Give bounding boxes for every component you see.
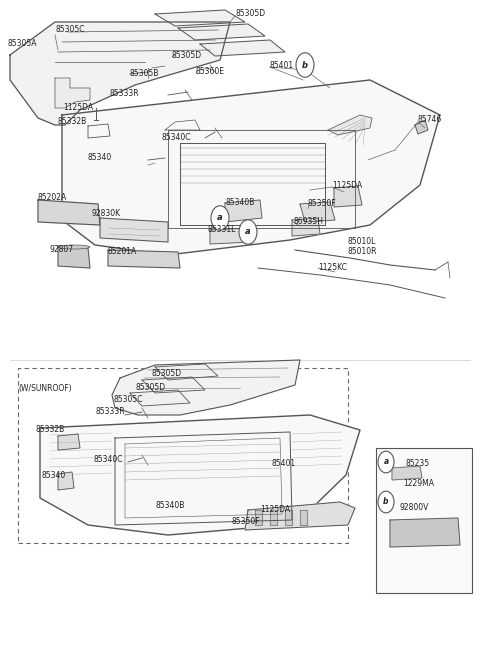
Text: 85010R: 85010R — [348, 247, 377, 256]
Polygon shape — [178, 24, 265, 40]
Text: 92830K: 92830K — [92, 208, 121, 217]
Text: 1125DA: 1125DA — [332, 180, 362, 189]
Text: 85332B: 85332B — [36, 426, 65, 434]
Polygon shape — [210, 228, 252, 244]
Polygon shape — [155, 364, 218, 380]
Text: 85332B: 85332B — [57, 117, 86, 126]
Text: 85340B: 85340B — [156, 501, 185, 510]
Text: 1229MA: 1229MA — [403, 478, 434, 488]
Polygon shape — [130, 390, 190, 406]
Text: 85401: 85401 — [270, 61, 294, 70]
Text: 85331L: 85331L — [208, 225, 236, 234]
Circle shape — [378, 451, 394, 473]
Polygon shape — [415, 120, 428, 134]
Text: 85305C: 85305C — [55, 25, 84, 35]
Polygon shape — [62, 80, 440, 255]
Text: 85360E: 85360E — [196, 66, 225, 76]
Text: 85350F: 85350F — [308, 199, 336, 208]
Circle shape — [239, 220, 257, 244]
Polygon shape — [255, 510, 262, 525]
Polygon shape — [200, 40, 285, 56]
Text: 92800V: 92800V — [399, 503, 428, 512]
Polygon shape — [40, 415, 360, 535]
Text: 92807: 92807 — [50, 245, 74, 253]
Text: 85340: 85340 — [42, 471, 66, 480]
Text: 85201A: 85201A — [108, 247, 137, 256]
Text: 85333R: 85333R — [96, 408, 126, 417]
Polygon shape — [392, 466, 422, 480]
Text: 85350F: 85350F — [232, 518, 261, 527]
Circle shape — [296, 53, 314, 77]
Polygon shape — [300, 202, 335, 222]
Text: 85305D: 85305D — [235, 10, 265, 18]
Text: 85746: 85746 — [418, 115, 442, 124]
Text: (W/SUNROOF): (W/SUNROOF) — [18, 383, 72, 393]
Text: 85340C: 85340C — [93, 456, 122, 465]
Text: a: a — [384, 458, 389, 467]
Circle shape — [211, 206, 229, 230]
Text: 1125KC: 1125KC — [318, 264, 347, 273]
Text: a: a — [245, 227, 251, 236]
Polygon shape — [334, 186, 362, 207]
Polygon shape — [245, 502, 355, 530]
Polygon shape — [328, 115, 372, 135]
Polygon shape — [58, 434, 80, 450]
Text: 85305A: 85305A — [8, 40, 37, 49]
Polygon shape — [225, 200, 262, 222]
Polygon shape — [100, 218, 168, 242]
Polygon shape — [285, 510, 292, 525]
Polygon shape — [142, 377, 205, 393]
Ellipse shape — [58, 245, 90, 249]
Polygon shape — [390, 518, 460, 547]
Text: a: a — [217, 214, 223, 223]
Text: 85202A: 85202A — [38, 193, 67, 202]
Text: b: b — [302, 61, 308, 70]
Polygon shape — [58, 246, 90, 268]
Polygon shape — [270, 510, 277, 525]
Polygon shape — [38, 200, 100, 225]
FancyBboxPatch shape — [376, 448, 472, 593]
Text: 85340B: 85340B — [226, 199, 255, 208]
Text: 86935H: 86935H — [293, 217, 323, 225]
Polygon shape — [112, 360, 300, 415]
Text: b: b — [383, 497, 389, 506]
Polygon shape — [88, 124, 110, 138]
Text: 85340: 85340 — [87, 154, 111, 163]
Text: 85235: 85235 — [405, 458, 429, 467]
Text: 1125DA: 1125DA — [63, 104, 93, 113]
Polygon shape — [300, 510, 307, 525]
Text: 85010L: 85010L — [348, 236, 376, 245]
Text: 85305D: 85305D — [172, 51, 202, 59]
Polygon shape — [58, 472, 74, 490]
Text: 85340C: 85340C — [162, 133, 192, 141]
Text: 1125DA: 1125DA — [260, 505, 290, 514]
Polygon shape — [292, 218, 320, 236]
Text: 85305D: 85305D — [152, 370, 182, 378]
Text: 85305B: 85305B — [130, 70, 159, 79]
Polygon shape — [10, 22, 230, 125]
Polygon shape — [55, 78, 90, 108]
Polygon shape — [108, 250, 180, 268]
Circle shape — [378, 491, 394, 513]
Text: 85305D: 85305D — [136, 383, 166, 391]
Text: 85333R: 85333R — [110, 89, 140, 98]
Text: 85305C: 85305C — [114, 395, 144, 404]
Text: 85401: 85401 — [271, 458, 295, 467]
Polygon shape — [155, 10, 245, 26]
